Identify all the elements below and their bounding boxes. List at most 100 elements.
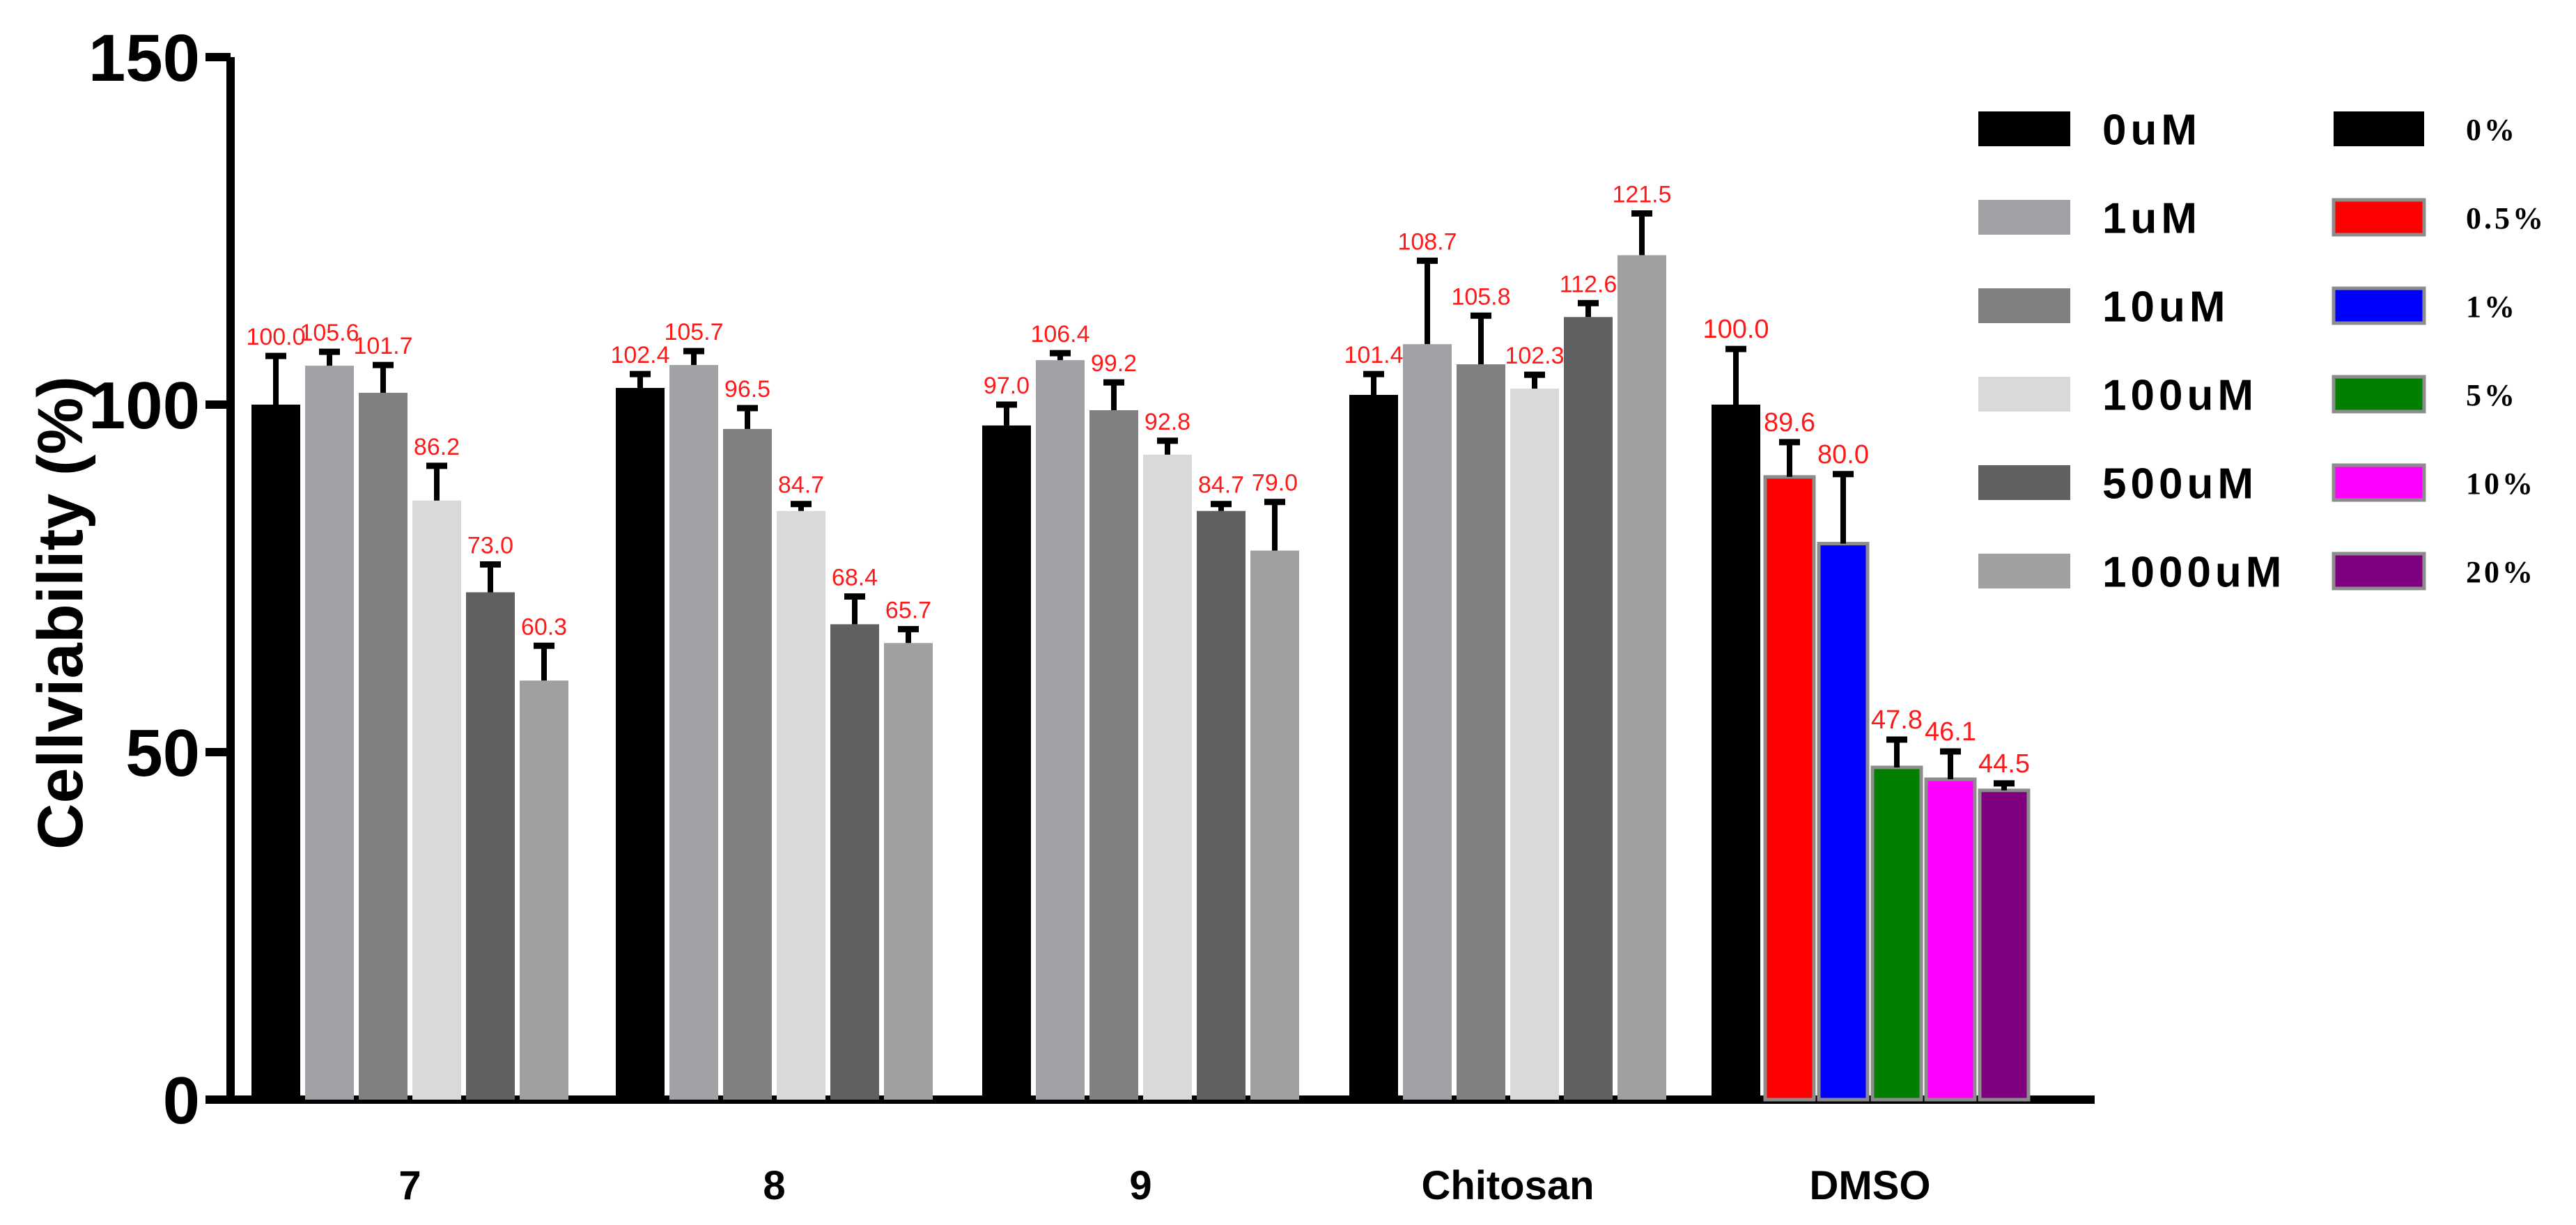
bar bbox=[1924, 777, 1977, 1102]
data-label: 97.0 bbox=[984, 373, 1030, 399]
data-label: 92.8 bbox=[1145, 409, 1190, 435]
bar bbox=[1197, 510, 1246, 1100]
legend-concentration: 0uM 1uM 10uM 100uM 500uM 1000uM bbox=[1978, 106, 2286, 596]
legend-swatch bbox=[1978, 465, 2070, 500]
bar bbox=[1617, 255, 1666, 1100]
data-label: 73.0 bbox=[467, 533, 513, 559]
bar bbox=[777, 510, 825, 1100]
legend-swatch bbox=[2331, 198, 2426, 237]
legend-label: 500uM bbox=[2102, 460, 2258, 508]
data-label: 68.4 bbox=[832, 564, 878, 591]
bar bbox=[723, 428, 772, 1100]
legend-label: 100uM bbox=[2102, 371, 2258, 419]
legend-swatch bbox=[2334, 111, 2424, 146]
data-label: 105.7 bbox=[664, 319, 723, 345]
bar bbox=[616, 388, 665, 1100]
bar bbox=[1089, 409, 1138, 1100]
y-tick-label: 50 bbox=[125, 716, 200, 790]
bar bbox=[982, 425, 1031, 1100]
legend-label: 0% bbox=[2466, 113, 2517, 147]
legend-swatch bbox=[1978, 200, 2070, 235]
x-tick-label: DMSO bbox=[1810, 1163, 1931, 1208]
legend-label: 10% bbox=[2466, 467, 2536, 501]
legend-swatch bbox=[2331, 286, 2426, 325]
bar bbox=[830, 624, 879, 1100]
legend-swatch bbox=[1978, 111, 2070, 146]
legend-swatch bbox=[1978, 288, 2070, 323]
data-label: 65.7 bbox=[885, 597, 931, 623]
x-ticks: 7 8 9 Chitosan DMSO bbox=[398, 1163, 1930, 1208]
data-label: 100.0 bbox=[1702, 315, 1769, 344]
data-label: 60.3 bbox=[521, 614, 567, 640]
y-ticks: 0 50 100 150 bbox=[88, 21, 231, 1138]
legend-label: 1000uM bbox=[2102, 548, 2286, 596]
data-label: 102.4 bbox=[610, 342, 669, 368]
legend-swatch bbox=[1978, 377, 2070, 412]
bar bbox=[251, 405, 300, 1100]
bar-group-dmso: 100.0 89.680.0 47.8 46.144.5 bbox=[1702, 315, 2031, 1102]
bar bbox=[1457, 364, 1505, 1100]
data-label: 79.0 bbox=[1252, 470, 1298, 497]
bar bbox=[1036, 360, 1085, 1100]
bar bbox=[466, 592, 515, 1100]
data-label: 47.8 bbox=[1871, 705, 1923, 735]
legend-swatch bbox=[1978, 554, 2070, 588]
data-label: 106.4 bbox=[1030, 321, 1089, 348]
data-label: 80.0 bbox=[1817, 440, 1869, 469]
bar bbox=[1817, 542, 1870, 1102]
bar bbox=[1403, 344, 1452, 1100]
y-axis-label: Cellviability (%) bbox=[25, 376, 96, 850]
legend-swatch bbox=[2331, 463, 2426, 502]
bar bbox=[520, 680, 568, 1100]
x-tick-label: 7 bbox=[398, 1163, 421, 1208]
data-label: 108.7 bbox=[1397, 228, 1457, 255]
legend-swatch bbox=[2331, 552, 2426, 591]
data-label: 46.1 bbox=[1925, 717, 1976, 747]
legend-dmso: 0% 0.5% 1% 5% 10% 20% bbox=[2331, 111, 2546, 591]
legend-label: 10uM bbox=[2102, 283, 2229, 331]
bar-group-chitosan: 101.4 108.7 105.8 102.3 112.6 121.5 bbox=[1344, 182, 1672, 1100]
bar bbox=[1250, 550, 1299, 1100]
legend-label: 1% bbox=[2466, 290, 2517, 324]
legend-label: 0uM bbox=[2102, 106, 2201, 154]
bar bbox=[1870, 765, 1923, 1102]
bar bbox=[1712, 405, 1760, 1100]
bars: 100.0105.6101.786.273.060.3102.4105.796.… bbox=[246, 182, 2031, 1102]
data-label: 121.5 bbox=[1612, 182, 1671, 208]
bar bbox=[1763, 475, 1816, 1102]
bar bbox=[1349, 395, 1398, 1100]
bar bbox=[669, 365, 718, 1100]
y-tick-label: 100 bbox=[88, 368, 200, 443]
data-label: 99.2 bbox=[1091, 350, 1137, 377]
data-label: 84.7 bbox=[778, 472, 824, 499]
x-tick-label: 8 bbox=[763, 1163, 785, 1208]
x-tick-label: Chitosan bbox=[1421, 1163, 1594, 1208]
bar bbox=[1978, 788, 2031, 1102]
legend-label: 1uM bbox=[2102, 194, 2201, 242]
data-label: 105.8 bbox=[1451, 283, 1510, 310]
bar bbox=[412, 500, 461, 1100]
legend-label: 0.5% bbox=[2466, 201, 2546, 235]
data-label: 100.0 bbox=[246, 324, 305, 350]
data-label: 105.6 bbox=[300, 320, 359, 346]
data-label: 86.2 bbox=[414, 434, 460, 460]
data-label: 84.7 bbox=[1198, 472, 1244, 499]
bar bbox=[1143, 454, 1192, 1100]
data-label: 102.3 bbox=[1505, 343, 1564, 369]
y-tick-label: 150 bbox=[88, 21, 200, 95]
data-label: 96.5 bbox=[724, 376, 770, 403]
bar bbox=[359, 393, 408, 1100]
bar bbox=[884, 643, 933, 1100]
bar bbox=[1510, 389, 1559, 1100]
data-label: 89.6 bbox=[1764, 408, 1815, 437]
bar bbox=[1564, 317, 1613, 1100]
legend-label: 5% bbox=[2466, 378, 2517, 412]
legend-label: 20% bbox=[2466, 555, 2536, 589]
bar bbox=[305, 366, 354, 1100]
data-label: 112.6 bbox=[1560, 271, 1617, 297]
legend-swatch bbox=[2331, 375, 2426, 414]
